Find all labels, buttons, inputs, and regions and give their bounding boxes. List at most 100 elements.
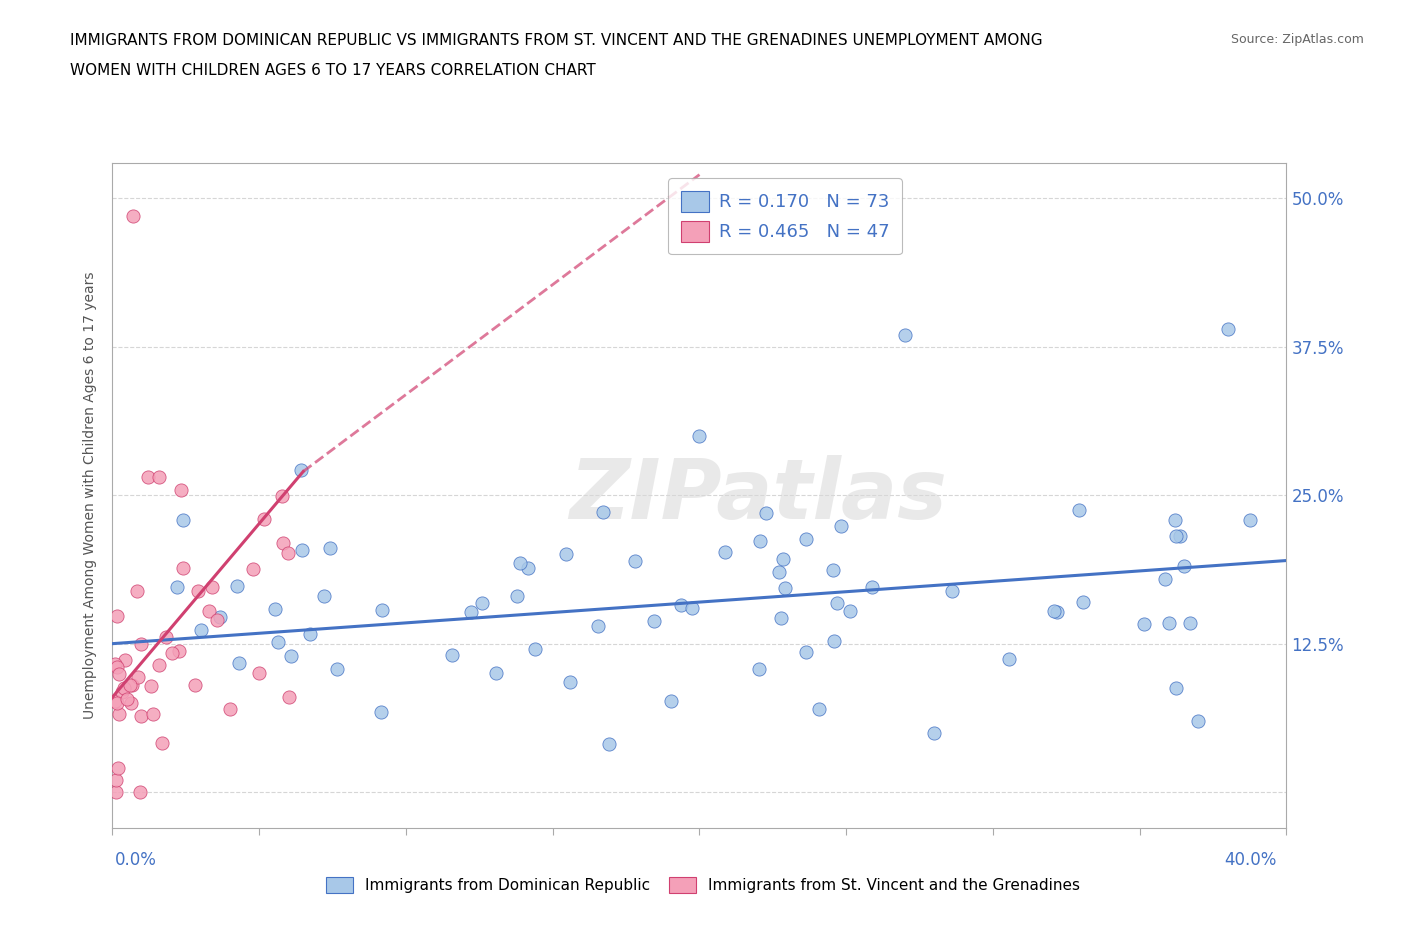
Point xyxy=(768,565,790,579)
Point xyxy=(108,667,131,682)
Point xyxy=(120,695,142,710)
Point xyxy=(681,600,703,615)
Point xyxy=(669,597,692,612)
Point xyxy=(253,512,276,526)
Point xyxy=(554,546,576,561)
Point xyxy=(121,677,143,692)
Point xyxy=(773,580,796,595)
Point xyxy=(263,601,285,616)
Point xyxy=(242,562,264,577)
Y-axis label: Unemployment Among Women with Children Ages 6 to 17 years: Unemployment Among Women with Children A… xyxy=(83,272,97,719)
Point xyxy=(821,563,844,578)
Point xyxy=(129,709,152,724)
Point xyxy=(104,657,127,671)
Point xyxy=(160,645,183,660)
Point xyxy=(271,536,294,551)
Point xyxy=(471,595,494,610)
Point xyxy=(998,651,1021,666)
Point xyxy=(172,512,194,527)
Point xyxy=(586,618,609,633)
Point xyxy=(830,519,852,534)
Legend: Immigrants from Dominican Republic, Immigrants from St. Vincent and the Grenadin: Immigrants from Dominican Republic, Immi… xyxy=(319,870,1087,899)
Point xyxy=(326,661,349,676)
Point xyxy=(129,785,152,800)
Text: ZIPatlas: ZIPatlas xyxy=(569,455,948,536)
Point xyxy=(1180,616,1202,631)
Text: 40.0%: 40.0% xyxy=(1225,851,1277,870)
Point xyxy=(115,692,138,707)
Legend: R = 0.170   N = 73, R = 0.465   N = 47: R = 0.170 N = 73, R = 0.465 N = 47 xyxy=(668,179,901,255)
Point xyxy=(166,579,188,594)
Point xyxy=(114,653,136,668)
Point xyxy=(941,584,963,599)
Point xyxy=(592,505,614,520)
Point xyxy=(108,707,131,722)
Point xyxy=(509,556,531,571)
Point xyxy=(148,658,170,672)
Point xyxy=(794,644,817,659)
Point xyxy=(129,636,152,651)
Point xyxy=(184,678,207,693)
Point xyxy=(524,642,547,657)
Point xyxy=(190,622,212,637)
Point xyxy=(924,725,946,740)
Point xyxy=(370,603,392,618)
Point xyxy=(516,561,538,576)
Point xyxy=(127,670,149,684)
Point xyxy=(139,679,162,694)
Point xyxy=(659,693,682,708)
Point xyxy=(201,579,224,594)
Point xyxy=(1168,529,1191,544)
Point xyxy=(104,694,127,709)
Point xyxy=(225,578,247,593)
Point xyxy=(155,629,177,644)
Point xyxy=(167,644,190,658)
Point xyxy=(228,656,250,671)
Point xyxy=(267,634,290,649)
Point xyxy=(150,736,173,751)
Point xyxy=(440,647,463,662)
Point xyxy=(1133,617,1156,631)
Point xyxy=(1046,604,1069,619)
Point xyxy=(277,690,299,705)
Point xyxy=(122,208,145,223)
Point xyxy=(136,470,159,485)
Point xyxy=(770,611,793,626)
Point xyxy=(127,584,149,599)
Point xyxy=(860,579,883,594)
Point xyxy=(1164,681,1187,696)
Point xyxy=(807,702,830,717)
Point xyxy=(148,470,170,485)
Point xyxy=(312,589,335,604)
Point xyxy=(319,540,342,555)
Point xyxy=(111,684,134,699)
Point xyxy=(277,546,299,561)
Point xyxy=(825,596,848,611)
Text: WOMEN WITH CHILDREN AGES 6 TO 17 YEARS CORRELATION CHART: WOMEN WITH CHILDREN AGES 6 TO 17 YEARS C… xyxy=(70,63,596,78)
Point xyxy=(1239,512,1261,527)
Point xyxy=(1043,604,1066,618)
Point xyxy=(506,589,529,604)
Point xyxy=(247,666,270,681)
Point xyxy=(291,543,314,558)
Point xyxy=(714,544,737,559)
Text: Source: ZipAtlas.com: Source: ZipAtlas.com xyxy=(1230,33,1364,46)
Point xyxy=(1164,512,1187,527)
Point xyxy=(1216,322,1239,337)
Point xyxy=(754,506,776,521)
Point xyxy=(205,613,228,628)
Point xyxy=(197,604,219,618)
Point xyxy=(1164,529,1187,544)
Point xyxy=(104,785,127,800)
Point xyxy=(208,609,231,624)
Point xyxy=(105,696,128,711)
Point xyxy=(689,429,711,444)
Point xyxy=(370,704,392,719)
Point xyxy=(460,604,482,619)
Point xyxy=(748,661,770,676)
Point xyxy=(794,532,817,547)
Point xyxy=(105,609,128,624)
Point xyxy=(748,534,770,549)
Point xyxy=(1067,503,1090,518)
Point xyxy=(643,613,665,628)
